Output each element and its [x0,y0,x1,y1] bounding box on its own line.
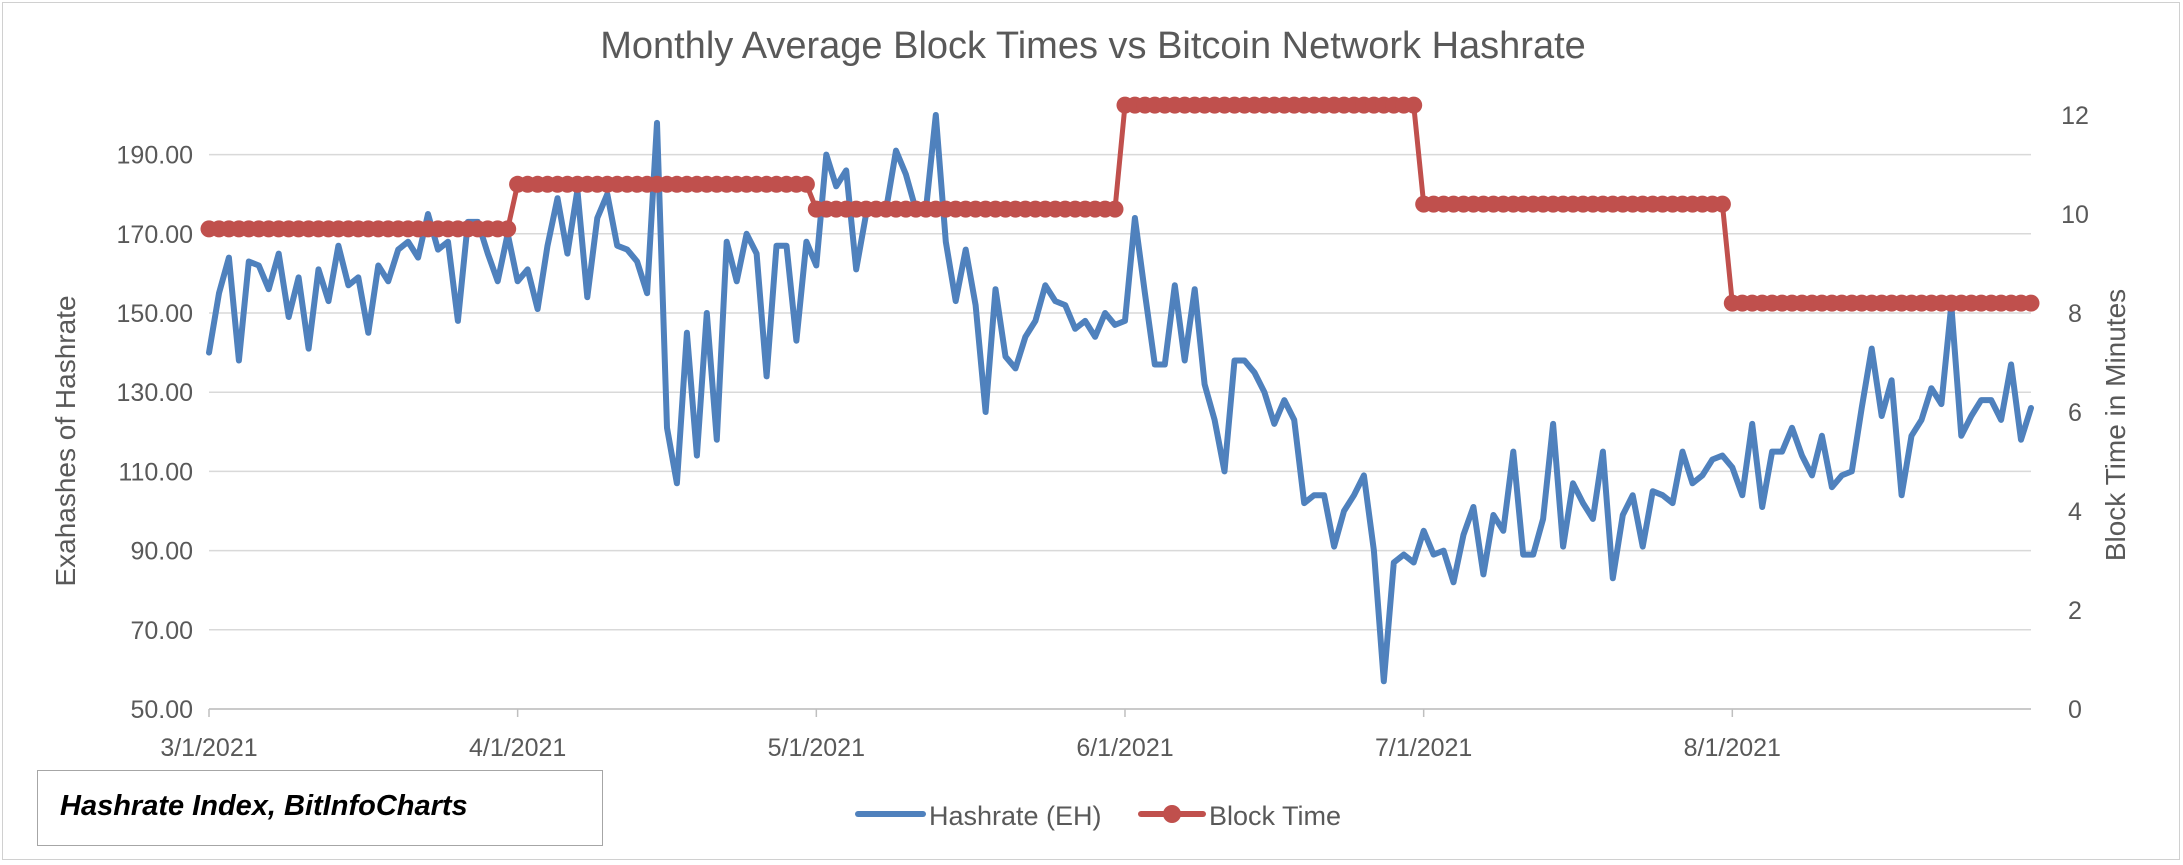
y2-tick-label: 4 [2068,498,2082,526]
legend-label-block-time: Block Time [1209,801,1341,831]
y2-tick-label: 8 [2068,300,2082,328]
x-tick-label: 6/1/2021 [1076,734,1173,762]
legend-label-hashrate: Hashrate (EH) [929,801,1102,831]
y-tick-label: 50.00 [130,696,193,724]
block-time-point [1713,195,1731,213]
chart-svg: Monthly Average Block Times vs Bitcoin N… [50,25,2131,831]
legend-item-hashrate: Hashrate (EH) [855,801,1102,831]
y2-tick-label: 6 [2068,399,2082,427]
x-tick-label: 8/1/2021 [1684,734,1781,762]
y2-tick-label: 0 [2068,696,2082,724]
series-line-hashrate [206,112,2034,685]
x-tick-label: 7/1/2021 [1375,734,1472,762]
y2-axis-title: Block Time in Minutes [2100,289,2131,561]
legend-marker-block-time [1163,805,1181,823]
y-tick-label: 90.00 [130,538,193,566]
y-tick-label: 130.00 [117,379,193,407]
block-time-point [1106,200,1124,218]
block-time-point [2022,294,2040,312]
block-time-point [1405,96,1423,114]
y-tick-label: 170.00 [117,221,193,249]
series-line-block-time [209,102,2031,306]
x-tick-label: 4/1/2021 [469,734,566,762]
block-time-markers [200,96,2040,312]
y2-tick-label: 12 [2061,102,2089,130]
block-time-point [797,175,815,193]
chart-title: Monthly Average Block Times vs Bitcoin N… [600,25,1586,67]
y2-tick-label: 2 [2068,597,2082,625]
source-note: Hashrate Index, BitInfoCharts [60,790,468,822]
y-axis-right: 0 2 4 6 8 10 12 [2061,102,2089,724]
legend-item-block-time: Block Time [1138,801,1341,831]
x-tick-label: 3/1/2021 [160,734,257,762]
y-axis-title: Exahashes of Hashrate [50,295,81,586]
y-axis-left: 50.00 70.00 90.00 110.00 130.00 150.00 170.00 1… [117,142,193,724]
x-axis: 3/1/2021 4/1/2021 5/1/2021 6/1/2021 7/1/2021… [160,708,2031,762]
source-box: Hashrate Index, BitInfoCharts [37,770,603,846]
y-tick-label: 150.00 [117,300,193,328]
legend: Hashrate (EH) Block Time [855,801,1341,831]
block-time-point [499,220,517,238]
y2-tick-label: 10 [2061,201,2089,229]
y-tick-label: 110.00 [118,458,193,486]
y-tick-label: 190.00 [117,142,193,170]
x-tick-label: 5/1/2021 [768,734,865,762]
y-tick-label: 70.00 [130,617,193,645]
plot-area [200,96,2040,685]
